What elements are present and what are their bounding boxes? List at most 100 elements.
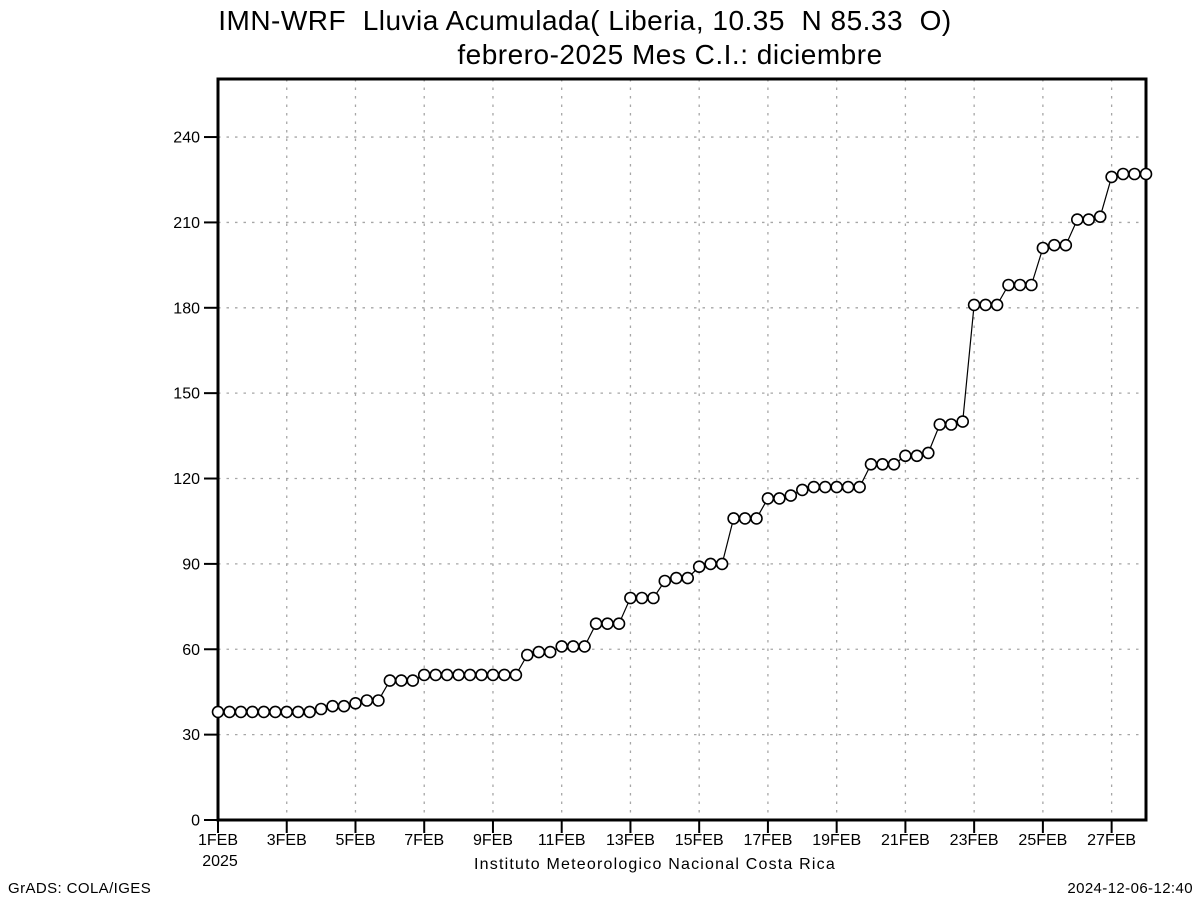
data-point <box>520 648 534 662</box>
data-point <box>337 699 351 713</box>
y-tick-label: 210 <box>173 215 200 232</box>
data-point <box>360 694 374 707</box>
grads-credit-label: GrADS: COLA/IGES <box>8 880 151 897</box>
data-point <box>509 668 523 682</box>
data-point <box>440 668 454 682</box>
data-point <box>223 705 236 719</box>
x-tick-label: 23FEB <box>950 832 999 849</box>
data-point <box>773 492 786 505</box>
data-point <box>899 449 912 463</box>
data-point <box>406 674 420 687</box>
data-point <box>1025 278 1038 292</box>
data-point <box>291 705 305 719</box>
data-point <box>681 571 695 585</box>
data-point <box>349 696 362 710</box>
data-point <box>498 668 511 682</box>
data-point <box>876 457 889 471</box>
series-line <box>218 173 1146 713</box>
data-point <box>807 480 821 494</box>
data-point <box>555 640 569 653</box>
data-point <box>234 705 248 719</box>
data-point <box>944 418 958 431</box>
x-tick-label: 21FEB <box>881 832 930 849</box>
data-point <box>647 591 660 605</box>
data-point <box>990 298 1004 312</box>
data-point <box>452 668 465 682</box>
data-point <box>979 298 992 312</box>
chart-subtitle: febrero-2025 Mes C.I.: diciembre <box>457 39 882 70</box>
data-point <box>1082 213 1095 226</box>
data-point <box>601 617 614 631</box>
x-tick-label: 11FEB <box>538 832 586 849</box>
data-point <box>326 699 339 713</box>
data-point <box>268 705 282 719</box>
data-point <box>1036 241 1050 255</box>
data-point <box>738 512 752 525</box>
x-tick-label: 3FEB <box>267 832 307 849</box>
data-point <box>486 668 500 682</box>
x-tick-label: 9FEB <box>473 832 513 849</box>
y-tick-label: 60 <box>182 642 200 659</box>
data-point <box>669 571 683 585</box>
data-point <box>624 591 637 605</box>
data-point <box>658 574 672 588</box>
x-tick-label: 17FEB <box>743 832 792 849</box>
data-point <box>543 645 557 659</box>
x-tick-label: 25FEB <box>1018 832 1067 849</box>
data-point <box>853 480 866 494</box>
data-point <box>383 674 397 687</box>
data-point <box>830 480 844 494</box>
data-point <box>864 457 878 471</box>
plot-area: 0 30 60 90 120 150 180 210 240 1FEB 2025 3FEB 5FEB 7F… <box>173 77 1153 870</box>
data-point <box>1139 167 1153 181</box>
data-point <box>887 457 901 471</box>
data-point <box>1071 213 1084 226</box>
x-tick-label: 13FEB <box>606 832 655 849</box>
data-point <box>280 705 294 719</box>
data-point <box>429 668 443 682</box>
y-tick-label: 180 <box>173 300 200 317</box>
data-point <box>1059 238 1073 252</box>
data-point <box>750 512 763 525</box>
data-point <box>1002 278 1015 292</box>
data-point <box>910 449 924 463</box>
x-tick-label: 5FEB <box>335 832 375 849</box>
data-point <box>1116 167 1130 181</box>
x-tick-label: 15FEB <box>675 832 724 849</box>
data-point <box>566 640 580 653</box>
year-label: 2025 <box>202 853 238 870</box>
data-point <box>372 694 385 707</box>
data-point <box>1048 238 1061 252</box>
data-point <box>933 418 947 431</box>
data-point <box>841 480 855 494</box>
render-timestamp-label: 2024-12-06-12:40 <box>1067 880 1193 897</box>
data-point <box>1105 170 1118 184</box>
x-axis-caption: Instituto Meteorologico Nacional Costa R… <box>474 856 836 873</box>
data-point <box>589 617 603 631</box>
data-point <box>303 705 317 719</box>
x-tick-label: 27FEB <box>1087 832 1136 849</box>
data-point <box>784 489 798 502</box>
data-point <box>612 617 626 631</box>
data-point <box>692 560 706 574</box>
plot-frame <box>216 77 1148 822</box>
data-point <box>394 674 408 687</box>
data-point <box>257 705 271 719</box>
data-point <box>727 512 740 525</box>
y-tick-label: 90 <box>182 556 200 573</box>
data-point <box>417 668 431 682</box>
y-tick-label: 120 <box>173 471 200 488</box>
data-point <box>715 557 729 571</box>
data-point <box>795 483 809 497</box>
data-point <box>704 557 717 571</box>
data-point <box>578 640 591 653</box>
y-tick-label: 240 <box>173 130 200 147</box>
y-tick-label: 0 <box>191 813 200 830</box>
data-point <box>956 415 970 428</box>
data-point <box>818 480 832 494</box>
chart-title: IMN-WRF Lluvia Acumulada( Liberia, 10.35… <box>218 5 952 36</box>
data-point <box>314 702 328 716</box>
data-point <box>532 645 546 659</box>
